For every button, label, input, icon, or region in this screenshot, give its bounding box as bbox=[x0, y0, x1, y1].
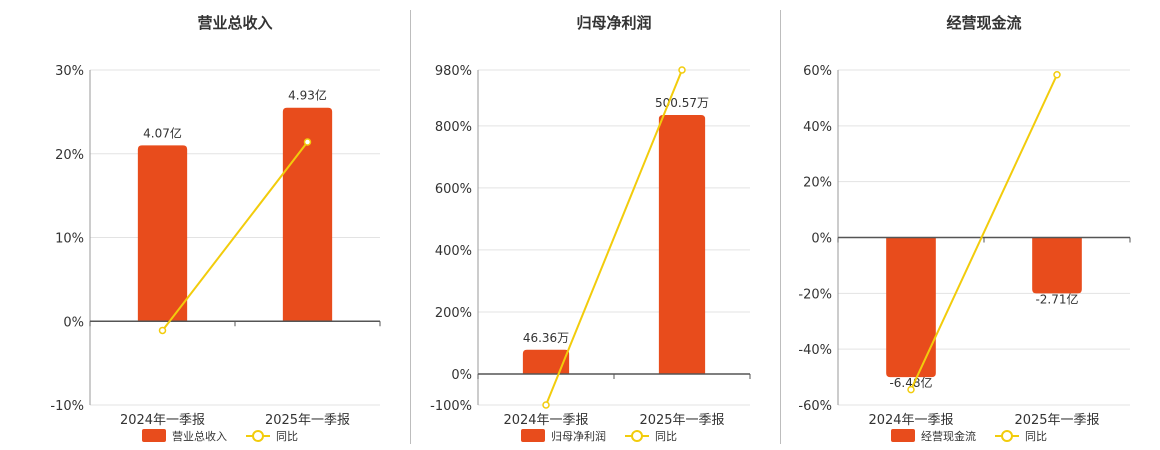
y-tick-label: 10% bbox=[55, 232, 84, 247]
bar-data-label: -6.48亿 bbox=[889, 375, 932, 390]
legend-bar-label: 营业总收入 bbox=[172, 429, 227, 443]
y-tick-label: -100% bbox=[430, 399, 472, 414]
yoy-point bbox=[158, 326, 167, 335]
bar bbox=[522, 349, 570, 374]
bar-data-label: 4.93亿 bbox=[288, 88, 327, 103]
panel-divider bbox=[780, 10, 781, 444]
bar-data-label: -2.71亿 bbox=[1035, 291, 1078, 306]
y-tick-label: -40% bbox=[798, 343, 832, 358]
legend-bar-swatch bbox=[521, 429, 545, 442]
x-tick-label: 2024年一季报 bbox=[503, 413, 588, 428]
yoy-point bbox=[678, 66, 686, 74]
x-tick-label: 2025年一季报 bbox=[265, 413, 350, 428]
chart-title: 经营现金流 bbox=[946, 14, 1021, 32]
bar-data-label: 4.07亿 bbox=[143, 125, 182, 140]
x-tick-label: 2025年一季报 bbox=[639, 413, 724, 428]
yoy-line bbox=[161, 141, 309, 332]
bar bbox=[658, 114, 706, 374]
y-tick-label: 60% bbox=[803, 64, 832, 79]
x-tick-label: 2025年一季报 bbox=[1014, 413, 1099, 428]
y-tick-label: 980% bbox=[435, 64, 472, 79]
yoy-line bbox=[545, 69, 683, 406]
y-tick-label: 0% bbox=[811, 232, 832, 247]
legend-bar-label: 归母净利润 bbox=[551, 429, 606, 443]
y-tick-label: 0% bbox=[63, 315, 84, 330]
x-tick-label: 2024年一季报 bbox=[868, 413, 953, 428]
y-tick-label: -60% bbox=[798, 399, 832, 414]
yoy-line bbox=[910, 74, 1058, 391]
legend-line-label: 同比 bbox=[1025, 430, 1047, 443]
legend-bar-label: 经营现金流 bbox=[921, 429, 976, 443]
chart-title: 营业总收入 bbox=[197, 14, 272, 32]
legend-bar-swatch bbox=[142, 429, 166, 442]
legend-line-marker bbox=[631, 430, 643, 442]
panel-divider bbox=[410, 10, 411, 444]
y-tick-label: 400% bbox=[435, 244, 472, 259]
yoy-point bbox=[1053, 70, 1061, 79]
y-tick-label: 20% bbox=[803, 176, 832, 191]
yoy-point bbox=[542, 401, 550, 409]
legend-line-label: 同比 bbox=[276, 430, 298, 443]
revenue-chart: 营业总收入 30% 20% 10% 0% -10% 4.07亿 4.93亿 2024年一季报 20… bbox=[50, 14, 381, 443]
bar bbox=[886, 237, 936, 378]
y-tick-label: 800% bbox=[435, 120, 472, 135]
yoy-point bbox=[907, 385, 915, 394]
y-tick-label: 600% bbox=[435, 182, 472, 197]
legend-line-label: 同比 bbox=[655, 430, 677, 443]
revenue-chart-panel: 营业总收入 30% 20% 10% 0% -10% 4.07亿 4.93亿 2024年一季报 20… bbox=[20, 0, 390, 450]
cash-flow-chart: 经营现金流 60% 40% 20% 0% -20% -40% -60% -6.48亿 -2.71亿… bbox=[798, 14, 1131, 443]
y-tick-label: 40% bbox=[803, 120, 832, 135]
legend-line-marker bbox=[1001, 430, 1013, 442]
legend-bar-swatch bbox=[891, 429, 915, 442]
y-tick-label: 30% bbox=[55, 64, 84, 79]
bar bbox=[1032, 237, 1082, 294]
y-tick-label: 20% bbox=[55, 148, 84, 163]
chart-title: 归母净利润 bbox=[576, 14, 651, 32]
y-tick-label: 200% bbox=[435, 306, 472, 321]
bar-data-label: 46.36万 bbox=[523, 331, 569, 345]
net-profit-chart: 归母净利润 980% 800% 600% 400% 200% 0% -100% 46.36万 50… bbox=[430, 14, 751, 443]
cash-flow-chart-panel: 经营现金流 60% 40% 20% 0% -20% -40% -60% -6.48亿 -2.71亿… bbox=[780, 0, 1150, 450]
net-profit-chart-panel: 归母净利润 980% 800% 600% 400% 200% 0% -100% 46.36万 50… bbox=[400, 0, 770, 450]
legend-line-marker bbox=[252, 430, 264, 442]
y-tick-label: 0% bbox=[451, 368, 472, 383]
y-tick-label: -10% bbox=[50, 399, 84, 414]
bar bbox=[137, 145, 188, 322]
bar bbox=[282, 107, 333, 322]
x-tick-label: 2024年一季报 bbox=[120, 413, 205, 428]
bar-data-label: 500.57万 bbox=[655, 96, 709, 110]
yoy-point bbox=[303, 138, 312, 146]
y-tick-label: -20% bbox=[798, 287, 832, 302]
